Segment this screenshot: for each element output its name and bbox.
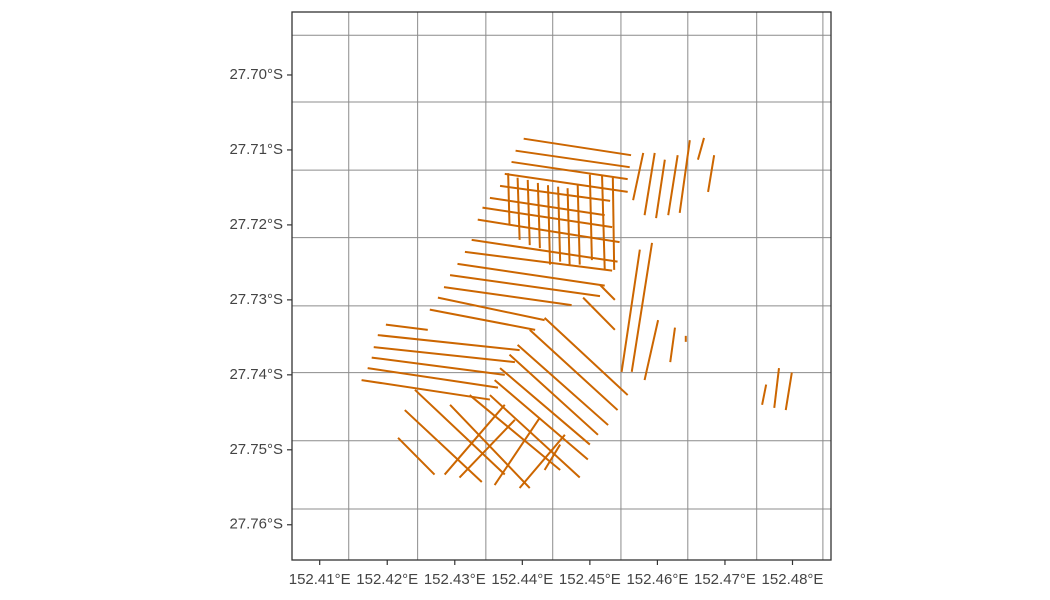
survey-line [449,274,601,298]
survey-lines [361,137,793,489]
survey-line [611,177,616,270]
survey-line [526,179,531,246]
survey-line [443,404,506,476]
survey-line [576,185,581,265]
survey-line [523,137,632,157]
survey-line [511,160,628,181]
survey-line [643,152,656,216]
survey-line [696,137,705,160]
x-tick-label: 152.45°E [559,571,621,588]
survey-line [601,174,606,270]
survey-line [543,317,629,396]
survey-line [397,437,436,476]
survey-line [566,188,571,265]
survey-line [377,334,520,352]
survey-line [543,444,562,471]
survey-line [493,417,541,486]
survey-line [678,140,691,214]
survey-line [643,319,660,381]
survey-line [437,296,545,322]
axes: 152.41°E 152.42°E 152.43°E 152.44°E 152.45°E… [229,66,823,588]
survey-line [361,379,491,401]
panel-border [291,11,832,561]
x-tick-label: 152.43°E [424,571,486,588]
survey-line [516,344,609,426]
survey-line [667,155,679,216]
survey-line [630,242,653,372]
survey-line [588,174,593,261]
survey-line [508,353,599,436]
survey-line [464,250,613,272]
survey-line [404,409,483,483]
survey-line [385,323,428,331]
survey-line [489,394,581,479]
survey-line [429,308,536,331]
survey-line [761,384,768,406]
x-tick-label: 152.41°E [289,571,351,588]
survey-line [632,152,645,201]
survey-line [655,159,666,219]
survey-line [669,327,676,363]
survey-line [499,367,591,446]
survey-line [546,185,552,265]
survey-line [371,356,505,376]
x-tick-label: 152.47°E [694,571,756,588]
survey-line [620,249,641,372]
y-tick-label: 27.72°S [229,216,283,233]
survey-line [373,346,516,364]
y-tick-label: 27.70°S [229,66,283,83]
survey-line [582,296,616,331]
survey-line [518,434,566,489]
graticule [292,12,831,560]
x-tick-label: 152.44°E [491,571,553,588]
survey-line [536,182,541,249]
survey-line [529,329,619,411]
survey-line [557,186,562,262]
survey-line [458,419,516,479]
survey-line [507,173,511,225]
survey-line [707,155,716,193]
survey-line [471,238,618,263]
y-tick-label: 27.73°S [229,291,283,308]
survey-line [457,262,605,287]
survey-line [367,367,499,389]
y-tick-label: 27.75°S [229,441,283,458]
x-tick-label: 152.42°E [356,571,418,588]
y-tick-label: 27.71°S [229,141,283,158]
survey-line [515,149,630,169]
survey-line [599,284,616,301]
survey-line [493,379,589,461]
y-tick-label: 27.76°S [229,516,283,533]
survey-line [443,286,572,307]
survey-line [516,177,521,240]
x-tick-label: 152.46°E [626,571,688,588]
y-tick-label: 27.74°S [229,366,283,383]
survey-line [414,389,506,476]
x-tick-label: 152.48°E [762,571,824,588]
survey-line [504,172,628,193]
survey-line [784,372,793,411]
survey-line [773,367,780,408]
